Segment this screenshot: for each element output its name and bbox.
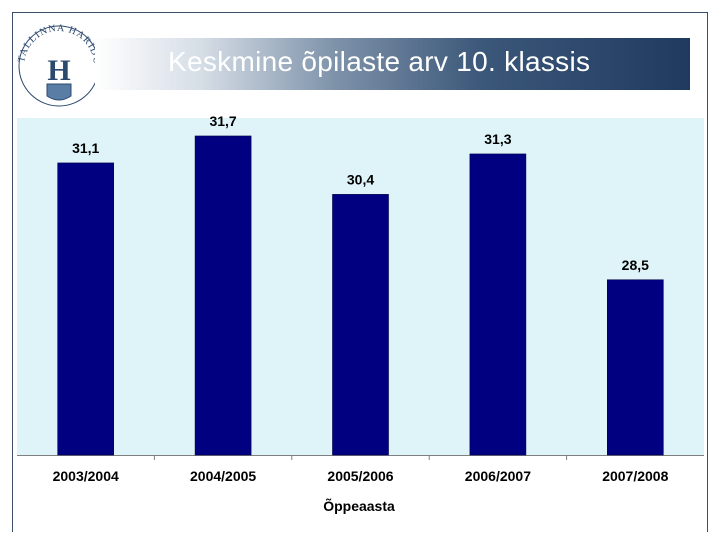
x-axis-title: Õppeaasta bbox=[323, 497, 395, 514]
x-tick-label: 2003/2004 bbox=[53, 468, 119, 484]
x-tick-label: 2007/2008 bbox=[602, 468, 668, 484]
x-axis-line bbox=[17, 455, 704, 456]
bar-2003-2004 bbox=[57, 162, 115, 456]
data-label: 31,1 bbox=[72, 140, 99, 156]
data-label: 28,5 bbox=[622, 257, 649, 273]
slide-frame bbox=[12, 12, 708, 532]
data-label: 31,7 bbox=[209, 113, 236, 129]
data-label: 30,4 bbox=[347, 171, 374, 187]
bar-2007-2008 bbox=[606, 279, 664, 456]
bar-2006-2007 bbox=[469, 153, 527, 456]
logo: TALLINNA HARIDUSAMET H bbox=[14, 18, 101, 107]
bar-2005-2006 bbox=[332, 194, 389, 456]
data-label: 31,3 bbox=[484, 131, 511, 147]
x-tick-label: 2005/2006 bbox=[327, 468, 393, 484]
title-band bbox=[95, 38, 690, 90]
logo-monogram: H bbox=[47, 54, 70, 87]
x-tick-label: 2004/2005 bbox=[190, 468, 256, 484]
x-tick-label: 2006/2007 bbox=[465, 468, 531, 484]
bar-2004-2005 bbox=[194, 135, 252, 456]
slide-title: Keskmine õpilaste arv 10. klassis bbox=[168, 46, 591, 77]
